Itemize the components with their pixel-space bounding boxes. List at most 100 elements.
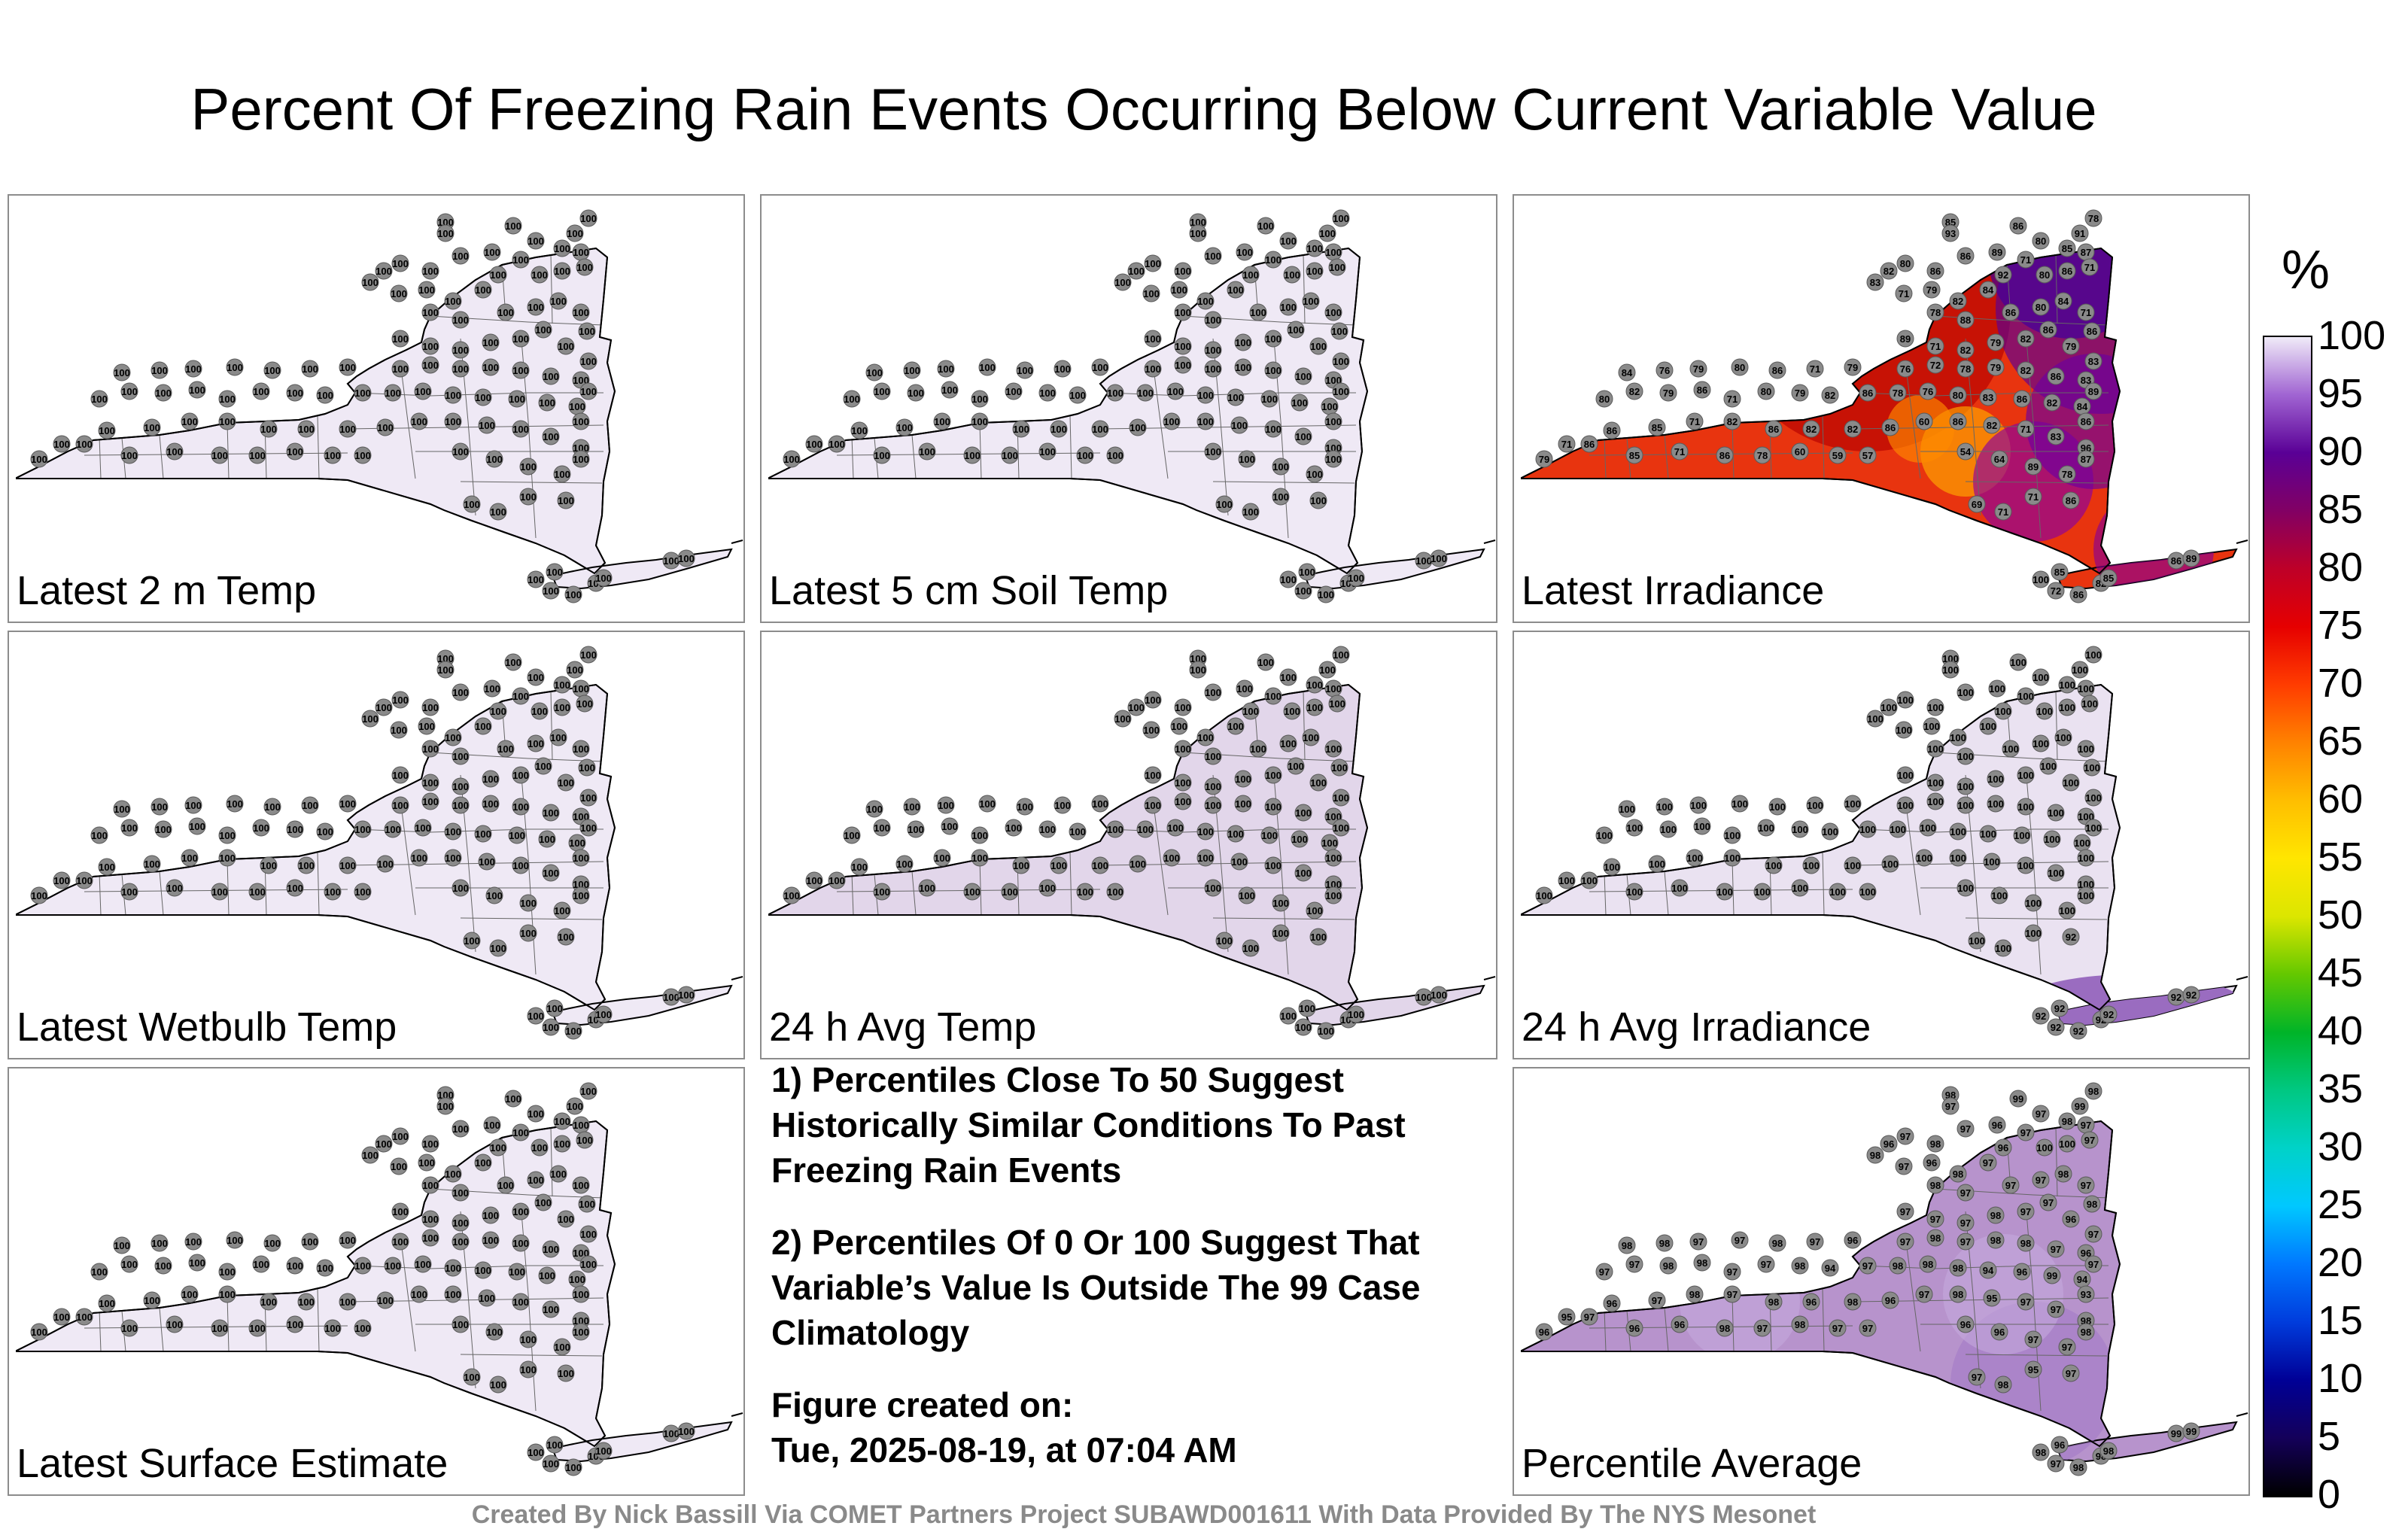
station-value: 100 <box>1325 879 1342 890</box>
station-value: 100 <box>663 992 680 1003</box>
station-value: 100 <box>520 928 537 939</box>
station-marker: 100 <box>519 1360 537 1378</box>
station-value: 86 <box>2066 495 2076 506</box>
station-marker: 100 <box>375 262 393 280</box>
station-marker: 100 <box>421 356 439 374</box>
station-marker: 100 <box>1430 549 1448 567</box>
station-value: 100 <box>1017 801 1033 813</box>
station-value: 100 <box>512 770 529 781</box>
station-value: 100 <box>1205 446 1221 457</box>
map-panel-wetbulb: 100 100 100 100 100 100 100 100 100 100 100 100 100 1… <box>8 631 745 1059</box>
station-marker: 100 <box>1038 384 1057 402</box>
station-value: 97 <box>2051 1244 2061 1255</box>
station-marker: 100 <box>150 1234 169 1252</box>
station-marker: 100 <box>1272 924 1290 942</box>
station-marker: 80 <box>2036 266 2054 284</box>
station-marker: 100 <box>436 224 455 242</box>
station-value: 100 <box>437 1101 454 1112</box>
station-value: 100 <box>1626 886 1643 898</box>
station-marker: 100 <box>444 822 462 840</box>
station-marker: 100 <box>1671 879 1689 897</box>
station-value: 100 <box>1039 824 1056 835</box>
station-value: 96 <box>1847 1235 1858 1246</box>
station-value: 100 <box>144 1295 160 1306</box>
station-marker: 100 <box>512 1234 530 1252</box>
county-line <box>1965 917 2108 920</box>
station-marker: 100 <box>594 1442 613 1460</box>
station-marker: 100 <box>390 284 408 302</box>
station-marker: 57 <box>1859 446 1877 464</box>
station-value: 100 <box>1295 1022 1312 1033</box>
station-marker: 100 <box>1648 855 1666 873</box>
station-marker: 100 <box>1091 856 1109 874</box>
county-line <box>2055 690 2058 761</box>
station-value: 100 <box>1069 826 1086 837</box>
station-value: 100 <box>565 589 582 600</box>
station-value: 100 <box>567 1101 583 1112</box>
station-value: 99 <box>2171 1428 2181 1439</box>
county-line <box>2055 1126 2058 1197</box>
station-marker: 100 <box>2024 924 2042 942</box>
station-value: 100 <box>53 875 70 886</box>
station-value: 78 <box>1960 363 1971 375</box>
station-value: 100 <box>1765 860 1782 871</box>
station-marker: 100 <box>512 856 530 874</box>
station-value: 98 <box>1930 1138 1941 1150</box>
station-marker: 100 <box>971 390 989 408</box>
station-marker: 100 <box>478 1289 496 1307</box>
station-marker: 100 <box>53 1308 71 1326</box>
station-value: 100 <box>919 446 935 457</box>
station-value: 100 <box>1829 886 1846 898</box>
station-value: 96 <box>2017 1266 2027 1278</box>
station-value: 100 <box>1280 236 1297 247</box>
station-marker: 100 <box>1881 855 1899 873</box>
station-value: 100 <box>1005 386 1022 397</box>
station-marker: 97 <box>2024 1330 2042 1348</box>
station-value: 98 <box>2058 1169 2069 1180</box>
station-value: 97 <box>1862 1323 1873 1334</box>
station-value: 100 <box>573 853 589 864</box>
station-marker: 100 <box>421 337 439 355</box>
station-marker: 100 <box>361 710 379 728</box>
station-value: 100 <box>531 706 548 717</box>
station-value: 100 <box>1205 781 1221 792</box>
station-marker: 82 <box>2017 361 2035 379</box>
station-marker: 100 <box>474 717 492 735</box>
station-marker: 100 <box>2024 894 2042 912</box>
station-value: 100 <box>520 491 537 503</box>
county-line <box>1732 1295 1735 1352</box>
station-marker: 100 <box>444 1165 462 1183</box>
station-marker: 100 <box>531 1138 549 1157</box>
station-value: 100 <box>554 1138 570 1150</box>
station-marker: 100 <box>783 886 801 904</box>
station-value: 100 <box>874 386 890 397</box>
station-value: 100 <box>362 713 379 725</box>
station-value: 100 <box>1333 213 1349 224</box>
station-marker: 100 <box>30 886 48 904</box>
colorbar-unit: % <box>2282 240 2330 300</box>
station-value: 100 <box>528 1108 544 1120</box>
station-value: 97 <box>2005 1180 2016 1191</box>
station-value: 100 <box>896 859 913 870</box>
station-value: 79 <box>1539 454 1549 465</box>
station-marker: 100 <box>1716 883 1734 901</box>
station-marker: 71 <box>1723 390 1741 408</box>
station-marker: 100 <box>519 488 537 506</box>
station-value: 100 <box>91 394 108 405</box>
panel-label: Latest Surface Estimate <box>17 1441 448 1486</box>
station-value: 100 <box>2017 691 2034 702</box>
station-value: 100 <box>580 213 597 224</box>
county-line <box>460 481 603 484</box>
station-value: 80 <box>2036 302 2046 313</box>
station-marker: 100 <box>166 1315 184 1333</box>
station-value: 100 <box>1927 743 1944 755</box>
county-line <box>1822 1287 1825 1352</box>
station-value: 100 <box>1957 800 1974 811</box>
station-value: 100 <box>445 1289 461 1300</box>
station-value: 100 <box>1348 573 1364 584</box>
station-value: 54 <box>1960 446 1972 457</box>
station-value: 100 <box>520 1334 537 1345</box>
station-marker: 100 <box>1227 825 1245 843</box>
station-value: 100 <box>1325 890 1342 901</box>
station-marker: 97 <box>1580 1308 1598 1326</box>
